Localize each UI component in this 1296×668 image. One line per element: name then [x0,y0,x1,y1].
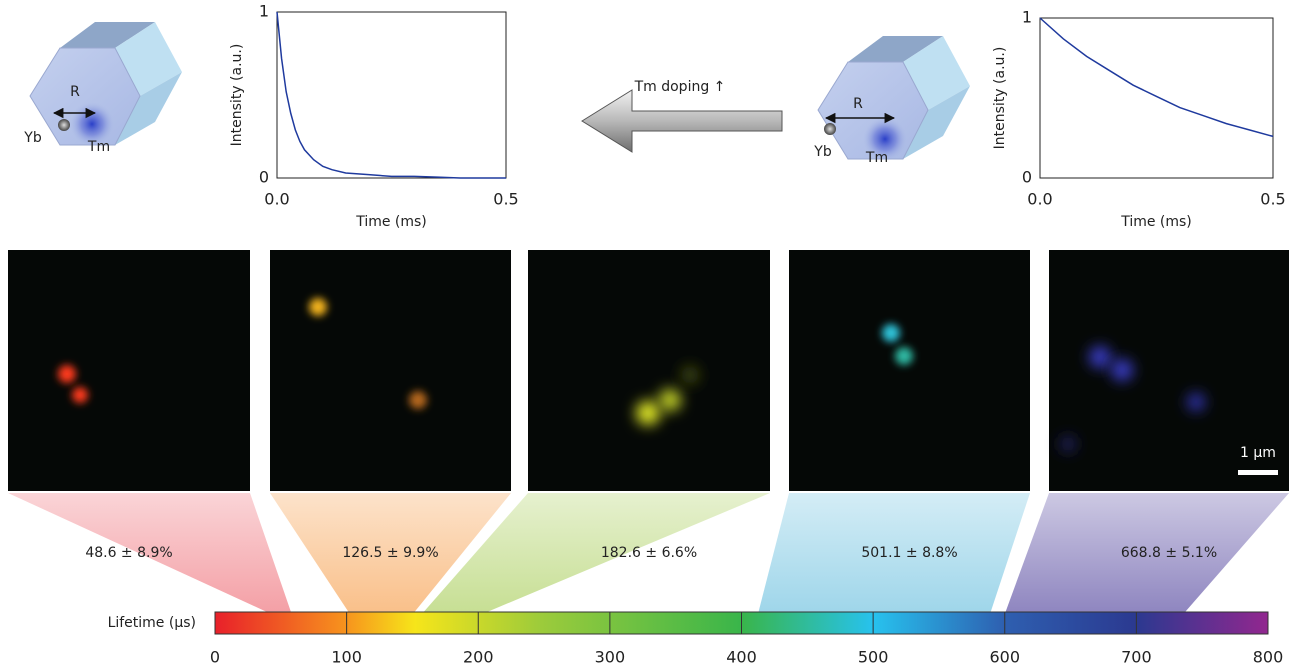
x-tick-label: 0.0 [264,190,289,209]
lifetime-label: 182.6 ± 6.6% [601,545,697,561]
y-axis-label: Intensity (a.u.) [992,47,1008,150]
y-tick-label: 1 [259,2,269,21]
plot-frame [277,12,506,178]
r-label: R [853,96,863,112]
colorbar-label: Lifetime (μs) [108,615,196,631]
crystal-diagram: R Yb Tm [813,36,970,166]
colorbar-tick-label: 100 [331,648,362,667]
colorbar-tick-label: 0 [210,648,220,667]
y-tick-label: 0 [259,168,269,187]
micrographs: 1 μm [8,250,1289,491]
figure: R Yb Tm R Yb Tm Tm doping ↑ 1 μm Lifetim… [0,0,1296,668]
tm-label: Tm [87,139,110,155]
micrograph [270,250,511,491]
colorbar-tick-label: 800 [1253,648,1284,667]
y-axis-label: Intensity (a.u.) [229,44,245,147]
arrow-label: Tm doping ↑ [634,79,726,95]
lifetime-label: 668.8 ± 5.1% [1121,545,1217,561]
colorbar-tick-label: 600 [989,648,1020,667]
x-axis-label: Time (ms) [355,214,427,230]
y-tick-label: 0 [1022,168,1032,187]
doping-arrow [582,90,782,152]
yb-label: Yb [813,144,832,160]
x-tick-label: 0.5 [493,190,518,209]
x-tick-label: 0.0 [1027,190,1052,209]
lifetime-label: 126.5 ± 9.9% [342,545,438,561]
lifetime-label: 501.1 ± 8.8% [861,545,957,561]
colorbar-tick-label: 400 [726,648,757,667]
colorbar-tick-label: 700 [1121,648,1152,667]
colorbar-tick-label: 200 [463,648,494,667]
micrograph [789,250,1030,491]
x-axis-label: Time (ms) [1120,214,1192,230]
colorbar-tick-label: 500 [858,648,889,667]
plot-frame [1040,18,1273,178]
x-tick-label: 0.5 [1260,190,1285,209]
tm-label: Tm [865,150,888,166]
scale-bar [1238,470,1278,475]
crystal-diagram: R Yb Tm [23,22,182,155]
micrograph [8,250,250,491]
decay-curve [1040,18,1273,136]
y-tick-label: 1 [1022,8,1032,27]
lifetime-label: 48.6 ± 8.9% [85,545,172,561]
r-label: R [70,84,80,100]
colorbar-tick-label: 300 [595,648,626,667]
micrograph [528,250,770,491]
decay-curve [277,12,506,178]
scale-bar-label: 1 μm [1240,445,1276,461]
yb-label: Yb [23,130,42,146]
